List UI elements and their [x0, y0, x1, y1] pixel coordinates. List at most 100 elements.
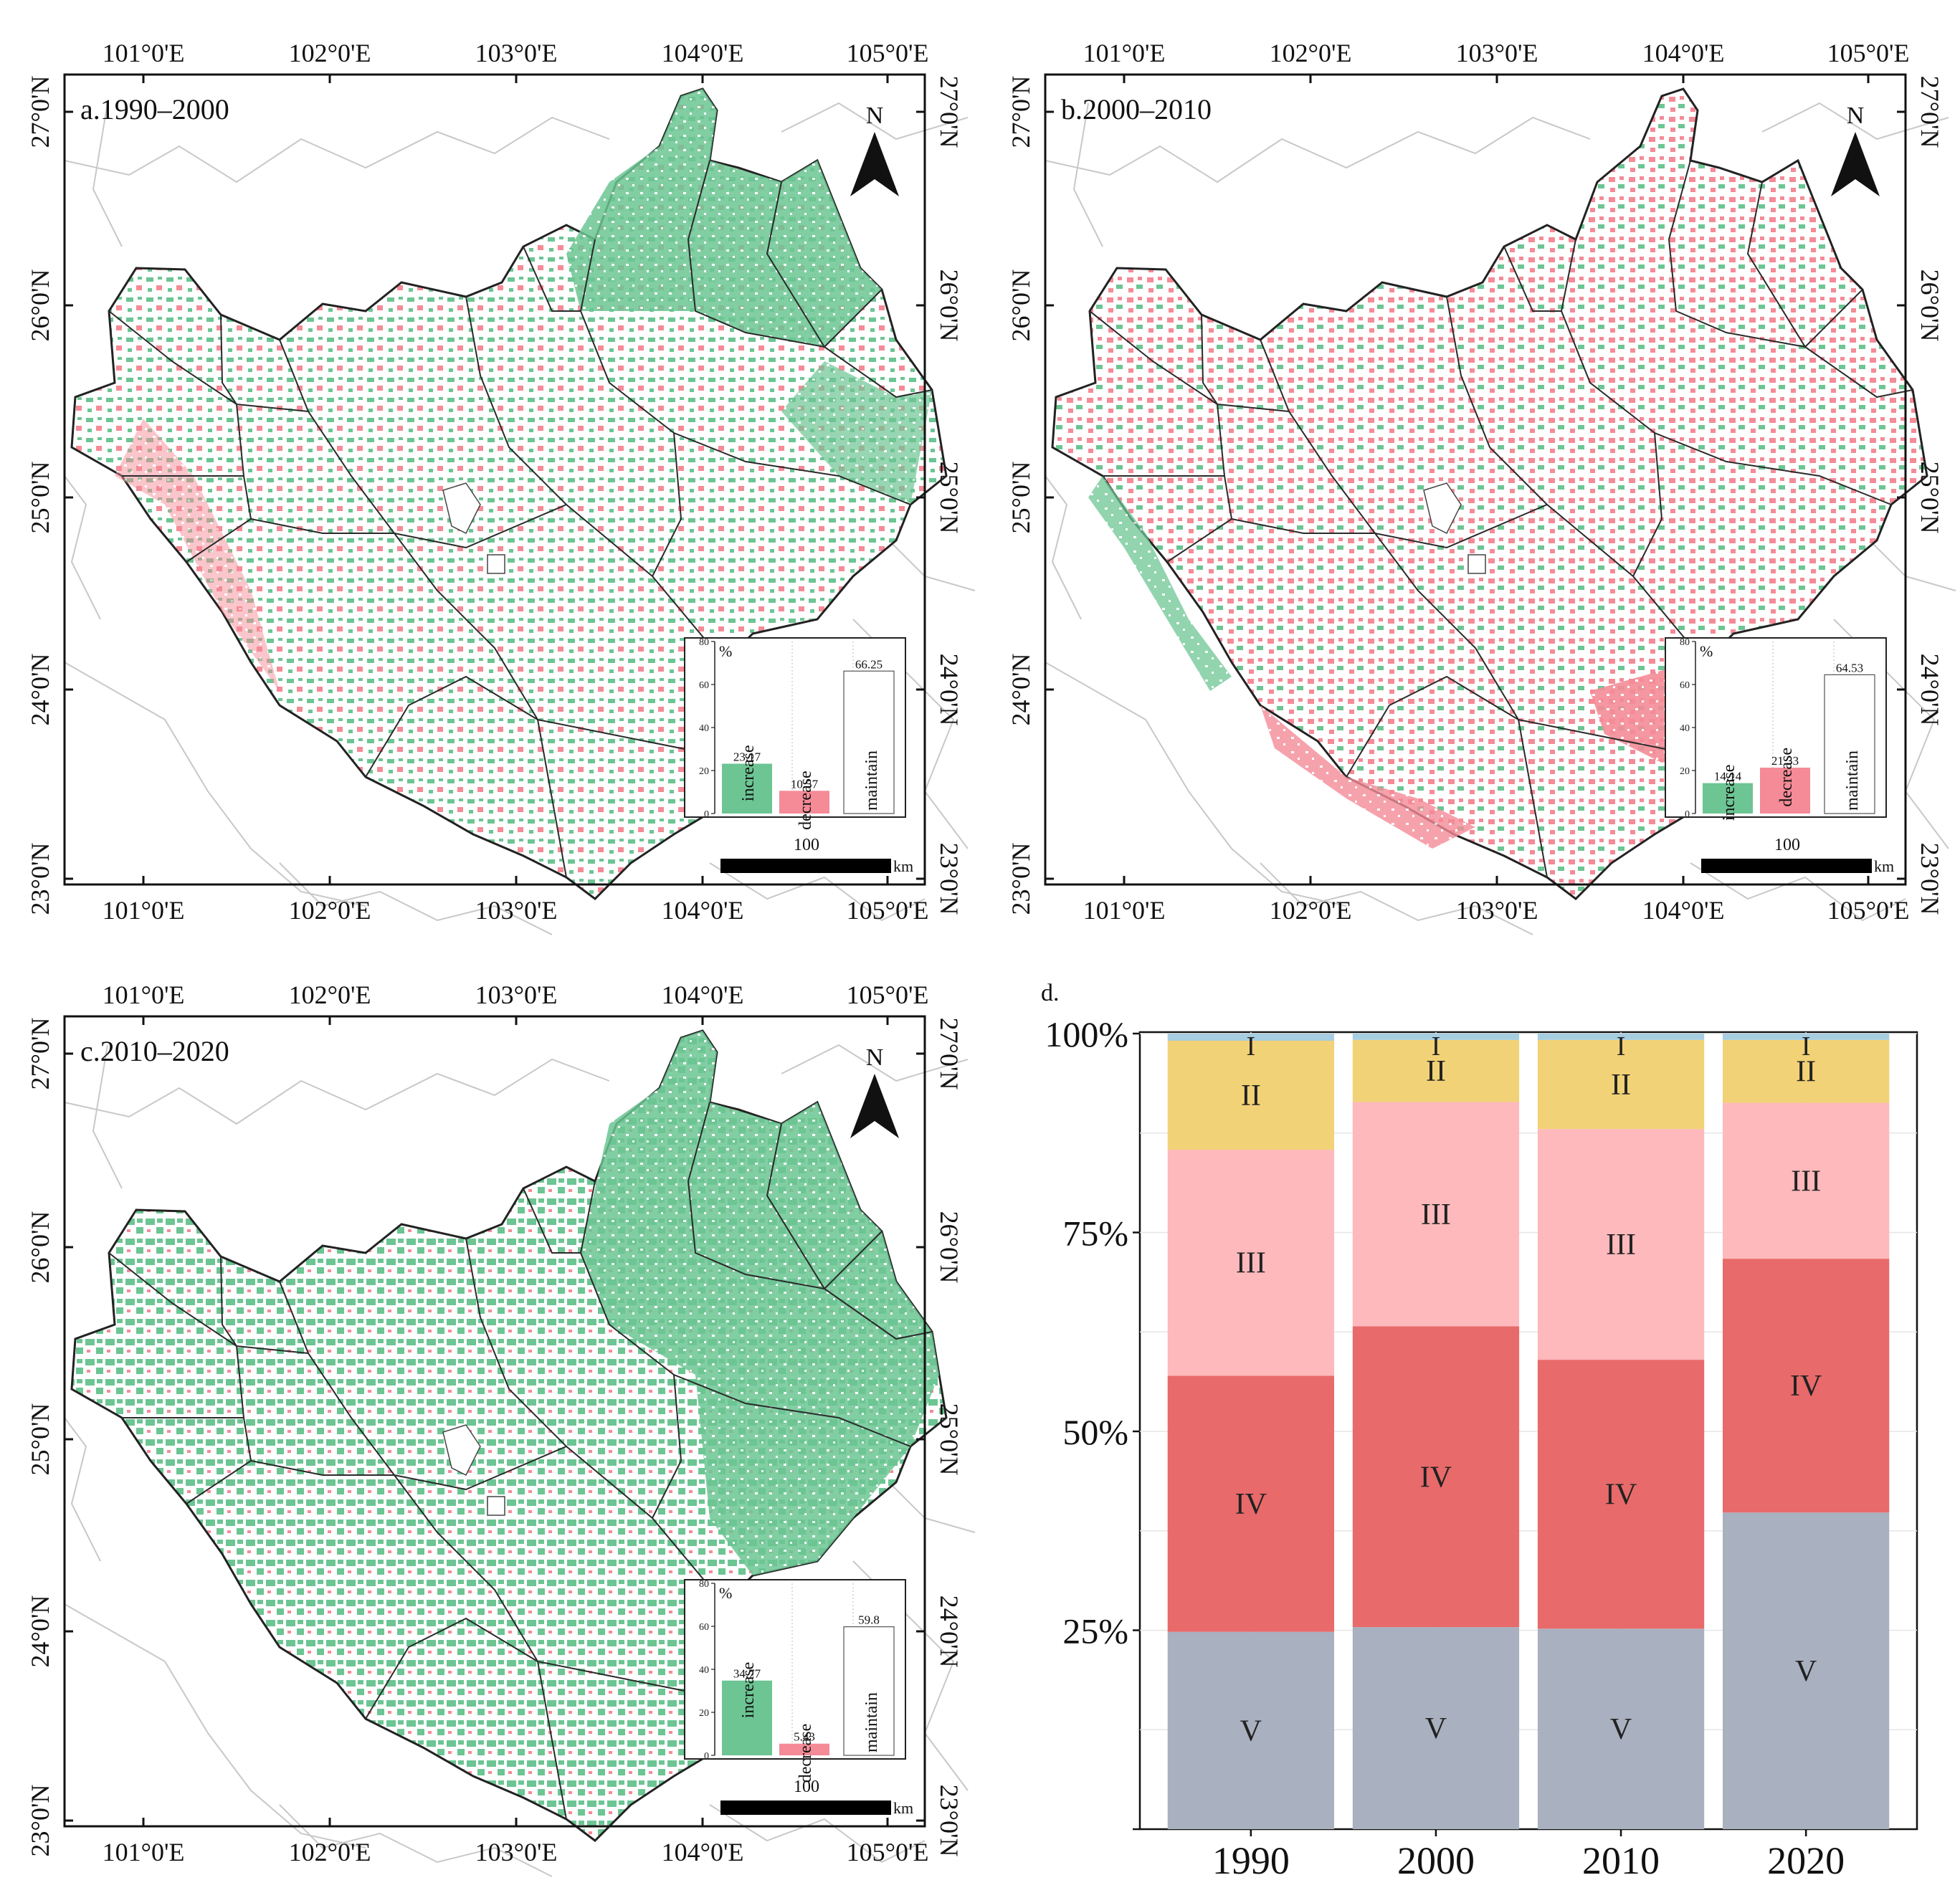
inset-bar-increase	[1703, 783, 1753, 814]
inset-bar-value: 5.43	[794, 1730, 815, 1744]
x-tick-label: 2020	[1767, 1839, 1845, 1882]
inset-unit: %	[1700, 642, 1713, 660]
lat-label-left: 26°0'N	[26, 1211, 54, 1284]
increase-hotspot	[781, 361, 932, 505]
map-title: a.1990–2000	[80, 93, 229, 125]
segment-label: III	[1421, 1198, 1451, 1231]
inset-bar-maintain	[1824, 674, 1875, 814]
y-tick-label: 100%	[1045, 1014, 1128, 1054]
map-panel-b: 101°0'E 101°0'E 102°0'E 102°0'E 103°0'E 103°0…	[1007, 39, 1956, 935]
increase-hotspot	[566, 89, 882, 347]
inset-bar-value: 34.77	[733, 1667, 761, 1681]
inset-bar-value: 10.57	[791, 777, 819, 791]
segment-label: II	[1241, 1079, 1261, 1112]
lon-label-top: 105°0'E	[847, 981, 929, 1009]
lon-label-top: 104°0'E	[1642, 39, 1725, 67]
map-panel-c: 101°0'E 101°0'E 102°0'E 102°0'E 103°0'E 103°0…	[26, 981, 976, 1877]
lon-label-bottom: 103°0'E	[475, 1838, 558, 1866]
lon-label-top: 103°0'E	[475, 39, 558, 67]
surrounding-boundaries	[1045, 102, 1956, 935]
scale-unit: km	[1874, 857, 1894, 875]
stacked-bar-chart-d: d.VIVIIIIII1990VIVIIIIII2000VIVIIIIII201…	[1041, 980, 1918, 1882]
lat-label-left: 24°0'N	[1007, 654, 1035, 726]
scale-value: 100	[1774, 836, 1800, 854]
bar-segment-2020-V	[1723, 1512, 1890, 1829]
lon-label-top: 101°0'E	[103, 981, 185, 1009]
bar-segment-1990-I	[1167, 1034, 1334, 1041]
lon-label-bottom: 101°0'E	[103, 1838, 185, 1866]
inset-bar-label: increase	[1720, 765, 1738, 821]
segment-label: IV	[1605, 1479, 1637, 1512]
inset-y-tick: 40	[1680, 723, 1690, 734]
inset-bar-label: increase	[739, 745, 758, 801]
inset-y-tick: 0	[1685, 809, 1690, 820]
inset-bar-value: 14.14	[1714, 770, 1742, 783]
segment-label: III	[1606, 1229, 1636, 1261]
scale-unit: km	[893, 857, 913, 875]
lat-label-right: 26°0'N	[1916, 270, 1944, 342]
lat-label-right: 27°0'N	[935, 1018, 964, 1090]
bar-segment-2020-III	[1723, 1102, 1890, 1259]
lat-label-right: 27°0'N	[935, 76, 964, 148]
bar-segment-1990-IV	[1167, 1375, 1334, 1632]
segment-label: IV	[1420, 1461, 1452, 1494]
lon-label-bottom: 101°0'E	[103, 896, 185, 925]
north-arrow-icon: N	[850, 1044, 899, 1138]
y-tick-label: 50%	[1062, 1412, 1128, 1452]
chart-title: d.	[1041, 980, 1060, 1006]
lon-label-bottom: 105°0'E	[847, 896, 929, 925]
north-arrow-icon: N	[1831, 102, 1880, 196]
segment-label: V	[1795, 1655, 1817, 1688]
increase-hotspot	[1088, 476, 1232, 691]
segment-label: III	[1791, 1165, 1821, 1198]
segment-label: II	[1796, 1056, 1816, 1089]
inset-bar-value: 21.33	[1771, 754, 1799, 768]
scale-unit: km	[893, 1799, 913, 1817]
lat-label-left: 27°0'N	[26, 76, 54, 148]
inset-y-tick: 0	[704, 809, 709, 820]
lat-label-right: 24°0'N	[1916, 654, 1944, 726]
segment-label: IV	[1235, 1488, 1267, 1521]
inset-y-tick: 60	[699, 680, 709, 691]
lon-label-top: 105°0'E	[1827, 39, 1910, 67]
lake	[442, 482, 481, 535]
lon-label-top: 103°0'E	[475, 981, 558, 1009]
lon-label-bottom: 103°0'E	[475, 896, 558, 925]
lat-label-left: 27°0'N	[26, 1018, 54, 1090]
lat-label-left: 26°0'N	[1007, 270, 1035, 342]
scale-bar: 100 km	[720, 1778, 913, 1817]
lat-label-left: 25°0'N	[1007, 462, 1035, 534]
map-title: c.2010–2020	[80, 1035, 229, 1067]
segment-label: II	[1426, 1055, 1446, 1088]
map-frame	[63, 1015, 926, 1828]
inset-bar-decrease	[1760, 768, 1810, 814]
inset-y-tick: 80	[699, 1579, 709, 1590]
county-boundaries	[108, 160, 933, 878]
inset-y-tick: 60	[1680, 680, 1690, 691]
lake	[487, 1496, 505, 1516]
lon-label-bottom: 105°0'E	[847, 1838, 929, 1866]
lon-label-top: 102°0'E	[1270, 39, 1352, 67]
segment-label: I	[1802, 1031, 1811, 1062]
bar-segment-2000-V	[1352, 1627, 1520, 1829]
inset-bar-value: 66.25	[855, 657, 883, 671]
inset-bar-value: 23.17	[733, 750, 761, 763]
x-tick-label: 1990	[1212, 1839, 1290, 1882]
north-label: N	[866, 102, 884, 129]
inset-y-tick: 20	[1680, 766, 1690, 777]
lat-label-left: 25°0'N	[26, 1403, 54, 1476]
bar-segment-2000-I	[1352, 1034, 1520, 1040]
bar-segment-1990-II	[1167, 1040, 1334, 1150]
inset-unit: %	[719, 1584, 732, 1602]
map-title: b.2000–2010	[1061, 93, 1212, 125]
inset-bar-label: decrease	[796, 1724, 815, 1783]
lat-label-right: 24°0'N	[935, 1596, 964, 1668]
lon-label-top: 104°0'E	[662, 981, 744, 1009]
lon-label-top: 105°0'E	[847, 39, 929, 67]
lat-label-right: 25°0'N	[1916, 462, 1944, 534]
county-boundaries	[108, 1102, 933, 1820]
segment-label: V	[1610, 1713, 1632, 1746]
x-tick-label: 2000	[1397, 1839, 1475, 1882]
